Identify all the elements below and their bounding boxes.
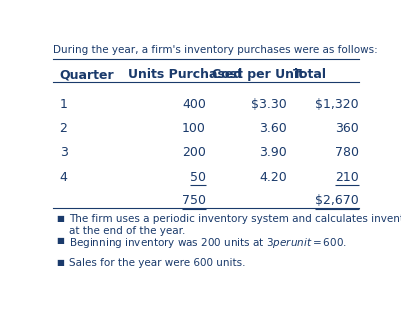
Text: 210: 210	[334, 171, 358, 184]
Text: 4.20: 4.20	[259, 171, 286, 184]
Text: Units Purchased: Units Purchased	[128, 68, 242, 81]
Text: 3: 3	[59, 146, 67, 159]
Text: Quarter: Quarter	[59, 68, 114, 81]
Text: 2: 2	[59, 122, 67, 135]
Text: The firm uses a periodic inventory system and calculates inventory and COGS
at t: The firm uses a periodic inventory syste…	[69, 214, 401, 236]
Text: ■: ■	[56, 214, 64, 223]
Text: $1,320: $1,320	[314, 98, 358, 111]
Text: Cost per Unit: Cost per Unit	[212, 68, 304, 81]
Text: $2,670: $2,670	[314, 194, 358, 207]
Text: 3.90: 3.90	[259, 146, 286, 159]
Text: 50: 50	[190, 171, 206, 184]
Text: $2,670: $2,670	[314, 194, 358, 207]
Text: 360: 360	[334, 122, 358, 135]
Text: During the year, a firm's inventory purchases were as follows:: During the year, a firm's inventory purc…	[53, 45, 377, 55]
Text: 100: 100	[182, 122, 206, 135]
Text: 400: 400	[182, 98, 206, 111]
Text: 1: 1	[59, 98, 67, 111]
Text: 3.60: 3.60	[259, 122, 286, 135]
Text: 750: 750	[182, 194, 206, 207]
Text: ■: ■	[56, 258, 64, 267]
Text: 750: 750	[182, 194, 206, 207]
Text: 200: 200	[182, 146, 206, 159]
Text: ■: ■	[56, 236, 64, 245]
Text: 4: 4	[59, 171, 67, 184]
Text: 50: 50	[190, 171, 206, 184]
Text: Total: Total	[293, 68, 326, 81]
Text: 210: 210	[334, 171, 358, 184]
Text: 780: 780	[334, 146, 358, 159]
Text: $3.30: $3.30	[251, 98, 286, 111]
Text: Beginning inventory was 200 units at $3 per unit = $600.: Beginning inventory was 200 units at $3 …	[69, 236, 346, 250]
Text: Sales for the year were 600 units.: Sales for the year were 600 units.	[69, 258, 245, 268]
